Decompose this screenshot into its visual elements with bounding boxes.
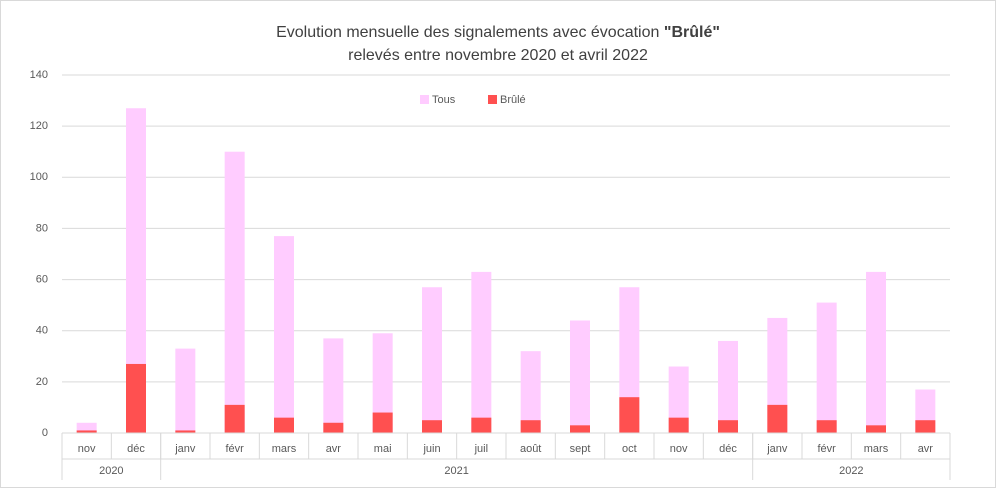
bar [274,236,294,433]
bar [570,425,590,433]
legend-swatch [420,95,429,104]
group-label: 2021 [444,465,468,477]
bar [422,420,442,433]
bar [718,340,738,433]
x-tick-label: févr [225,443,244,455]
x-tick-label: sept [570,443,591,455]
x-tick-label: avr [918,443,934,455]
x-tick-label: févr [817,443,836,455]
x-tick-label: juin [422,443,440,455]
x-tick-label: mai [374,443,392,455]
bar [915,420,936,433]
legend-swatch [488,95,497,104]
bar [323,338,344,433]
y-tick-label: 20 [36,376,48,388]
x-tick-label: avr [326,443,342,455]
x-tick-label: janv [766,443,788,455]
bar [323,422,344,433]
bar [520,351,541,433]
bar [668,366,689,433]
y-tick-label: 80 [36,222,48,234]
bar [816,420,837,433]
x-tick-label: nov [78,443,96,455]
bar [372,333,393,433]
x-tick-label: oct [622,443,637,455]
bar [274,417,294,433]
x-tick-label: janv [174,443,196,455]
bar [422,287,442,433]
bar [718,420,738,433]
group-label: 2020 [99,465,123,477]
bar [471,271,492,433]
x-tick-label: mars [864,443,889,455]
bar [619,397,640,433]
bar [224,151,245,433]
bar [570,320,590,433]
y-tick-label: 100 [30,171,48,183]
bar [126,363,146,433]
bar [471,417,492,433]
bar [372,412,393,433]
x-tick-label: mars [272,443,297,455]
x-tick-label: déc [719,443,737,455]
bar [175,348,196,433]
bar [668,417,689,433]
y-tick-label: 120 [30,120,48,132]
chart-subtitle: relevés entre novembre 2020 et avril 202… [348,47,648,64]
chart-title-emphasis: "Brûlé" [664,24,720,41]
x-tick-label: août [520,443,541,455]
bar [866,425,886,433]
x-tick-label: juil [474,443,488,455]
bar [866,271,886,433]
y-tick-label: 60 [36,273,48,285]
chart-title-line: Evolution mensuelle des signalements ave… [276,24,720,41]
bar [816,302,837,433]
x-tick-label: déc [127,443,145,455]
bar [767,404,788,433]
bar [520,420,541,433]
group-label: 2022 [839,465,863,477]
bar [175,430,196,433]
x-tick-label: nov [670,443,688,455]
bar [224,404,245,433]
y-tick-label: 140 [30,69,48,81]
chart-title: Evolution mensuelle des signalements ave… [276,24,659,41]
legend-label: Tous [432,94,456,106]
y-tick-label: 0 [42,427,48,439]
bar [767,317,788,433]
bar [619,287,640,433]
bar [126,108,146,433]
legend-label: Brûlé [500,94,526,106]
bar [76,422,97,433]
bar [76,430,97,433]
y-tick-label: 40 [36,325,48,337]
